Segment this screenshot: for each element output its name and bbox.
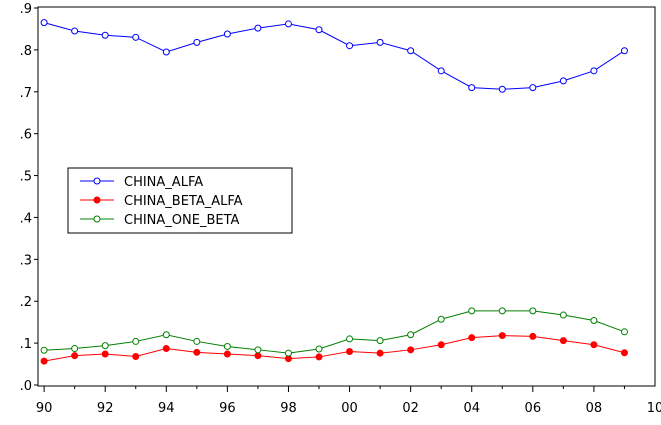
data-point-china-one-beta	[284, 349, 292, 357]
series-line-china-beta-alfa	[44, 335, 625, 362]
legend-label-china-one-beta: CHINA_ONE_BETA	[124, 213, 240, 228]
legend-label-china-beta-alfa: CHINA_BETA_ALFA	[124, 194, 243, 209]
data-point-china-alfa	[498, 85, 506, 93]
data-point-china-one-beta	[346, 335, 354, 343]
data-point-china-one-beta	[193, 337, 201, 345]
data-point-china-beta-alfa	[132, 353, 140, 361]
data-point-china-alfa	[315, 26, 323, 34]
y-tick-label: .9	[20, 2, 32, 17]
data-point-china-beta-alfa	[407, 346, 415, 354]
y-tick-label: .2	[20, 295, 32, 310]
series-layer	[40, 19, 628, 365]
data-point-china-beta-alfa	[40, 357, 48, 365]
data-point-china-beta-alfa	[346, 347, 354, 355]
data-point-china-one-beta	[529, 307, 537, 315]
legend: CHINA_ALFA CHINA_BETA_ALFA CHINA_ONE_BET…	[67, 167, 293, 234]
data-point-china-alfa	[346, 42, 354, 50]
y-tick-label: .5	[20, 170, 32, 185]
data-point-china-beta-alfa	[376, 349, 384, 357]
x-tick-label: 98	[280, 401, 297, 416]
series-line-china-one-beta	[44, 310, 625, 354]
legend-marker-china-beta-alfa	[93, 196, 101, 204]
data-point-china-beta-alfa	[315, 353, 323, 361]
data-point-china-alfa	[468, 84, 476, 92]
data-point-china-one-beta	[101, 342, 109, 350]
data-point-china-beta-alfa	[498, 332, 506, 340]
y-axis: .0 .1 .2 .3 .4 .5 .6 .7 .8 .9	[20, 2, 38, 394]
y-tick-label: .4	[20, 211, 32, 226]
data-point-china-alfa	[407, 47, 415, 55]
data-point-china-beta-alfa	[437, 341, 445, 349]
x-tick-label: 02	[402, 401, 419, 416]
y-tick-label: .7	[20, 86, 32, 101]
data-point-china-one-beta	[559, 311, 567, 319]
x-axis: 90 92 94 96 98 00 02 04 06 08 10	[36, 386, 661, 416]
x-tick-label: 00	[341, 401, 358, 416]
data-point-china-alfa	[559, 77, 567, 85]
data-point-china-beta-alfa	[620, 349, 628, 357]
x-tick-label: 94	[158, 401, 175, 416]
data-point-china-beta-alfa	[529, 332, 537, 340]
data-point-china-alfa	[529, 84, 537, 92]
y-tick-label: .0	[20, 379, 32, 394]
y-tick-label: .6	[20, 128, 32, 143]
x-tick-label: 90	[36, 401, 53, 416]
data-point-china-one-beta	[254, 346, 262, 354]
data-point-china-alfa	[376, 38, 384, 46]
data-point-china-one-beta	[132, 337, 140, 345]
data-point-china-beta-alfa	[193, 348, 201, 356]
data-point-china-alfa	[71, 27, 79, 35]
data-point-china-one-beta	[437, 315, 445, 323]
data-point-china-one-beta	[376, 337, 384, 345]
legend-item-china-beta-alfa: CHINA_BETA_ALFA	[80, 194, 243, 209]
data-point-china-beta-alfa	[254, 352, 262, 360]
data-point-china-alfa	[437, 67, 445, 75]
data-point-china-alfa	[162, 48, 170, 56]
x-tick-label: 92	[97, 401, 114, 416]
data-point-china-alfa	[284, 20, 292, 28]
data-point-china-beta-alfa	[559, 337, 567, 345]
x-tick-label: 08	[586, 401, 603, 416]
data-point-china-alfa	[620, 47, 628, 55]
x-tick-label: 06	[525, 401, 542, 416]
data-point-china-beta-alfa	[590, 341, 598, 349]
y-tick-label: .8	[20, 44, 32, 59]
data-point-china-one-beta	[315, 345, 323, 353]
y-tick-label: .3	[20, 253, 32, 268]
data-point-china-alfa	[223, 30, 231, 38]
data-point-china-one-beta	[498, 307, 506, 315]
data-point-china-beta-alfa	[71, 352, 79, 360]
data-point-china-one-beta	[162, 331, 170, 339]
x-tick-label: 96	[219, 401, 236, 416]
legend-item-china-alfa: CHINA_ALFA	[80, 175, 203, 190]
data-point-china-alfa	[132, 33, 140, 41]
data-point-china-one-beta	[620, 328, 628, 336]
y-tick-label: .1	[20, 337, 32, 352]
data-point-china-one-beta	[468, 307, 476, 315]
data-point-china-one-beta	[407, 331, 415, 339]
series-line-china-alfa	[43, 22, 625, 90]
data-point-china-alfa	[590, 67, 598, 75]
data-point-china-beta-alfa	[468, 334, 476, 342]
legend-marker-china-alfa	[93, 177, 101, 185]
x-tick-label: 10	[647, 401, 661, 416]
data-point-china-alfa	[193, 38, 201, 46]
data-point-china-one-beta	[71, 345, 79, 353]
legend-marker-china-one-beta	[93, 215, 101, 223]
data-point-china-beta-alfa	[223, 350, 231, 358]
data-point-china-one-beta	[223, 342, 231, 350]
data-point-china-beta-alfa	[162, 345, 170, 353]
x-tick-label: 04	[463, 401, 480, 416]
data-point-china-one-beta	[590, 316, 598, 324]
legend-item-china-one-beta: CHINA_ONE_BETA	[80, 213, 240, 228]
legend-label-china-alfa: CHINA_ALFA	[124, 175, 203, 190]
data-point-china-alfa	[254, 24, 262, 32]
data-point-china-beta-alfa	[101, 350, 109, 358]
data-point-china-alfa	[101, 31, 109, 39]
data-point-china-alfa	[40, 19, 48, 27]
data-point-china-one-beta	[40, 346, 48, 354]
